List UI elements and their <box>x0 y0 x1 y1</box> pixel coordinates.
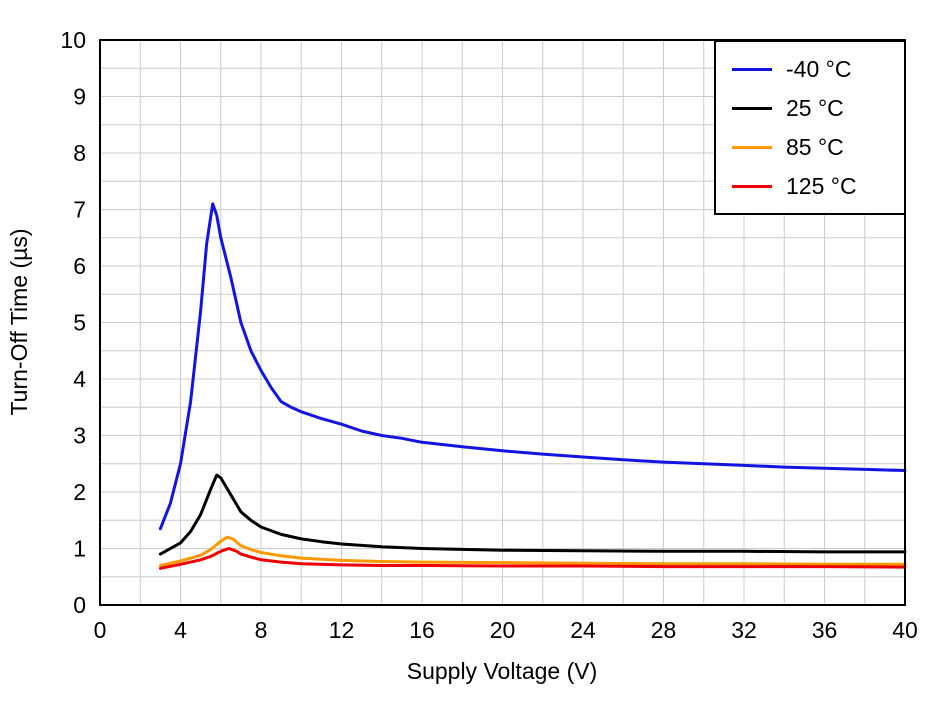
y-tick-label: 10 <box>60 27 86 53</box>
x-tick-label: 4 <box>174 617 187 643</box>
y-tick-label: 9 <box>73 84 86 110</box>
legend-line-swatch <box>732 184 772 188</box>
y-tick-label: 8 <box>73 140 86 166</box>
x-axis-label: Supply Voltage (V) <box>407 658 598 684</box>
y-tick-label: 7 <box>73 197 86 223</box>
legend-line-swatch <box>732 145 772 149</box>
legend-line-swatch <box>732 106 772 110</box>
y-tick-label: 2 <box>73 479 86 505</box>
legend-label: 25 °C <box>786 94 844 121</box>
series-line-25C <box>158 473 907 556</box>
series-layer <box>158 202 907 570</box>
series-line-85C <box>158 535 907 567</box>
x-tick-label: 28 <box>651 617 677 643</box>
legend: -40 °C 25 °C 85 °C 125 °C <box>714 40 906 215</box>
legend-line-swatch <box>732 67 772 71</box>
legend-item-125C: 125 °C <box>732 171 886 201</box>
plot-border <box>99 39 906 606</box>
x-tick-label: 16 <box>409 617 435 643</box>
legend-item-25C: 25 °C <box>732 93 886 123</box>
x-tick-label: 36 <box>812 617 838 643</box>
y-axis-label: Turn-Off Time (µs) <box>6 228 32 415</box>
y-tick-label: 3 <box>73 423 86 449</box>
legend-item-minus40C: -40 °C <box>732 54 886 84</box>
legend-label: 85 °C <box>786 133 844 160</box>
x-tick-label: 12 <box>329 617 355 643</box>
legend-label: -40 °C <box>786 55 852 82</box>
x-tick-label: 8 <box>255 617 268 643</box>
y-tick-label: 5 <box>73 310 86 336</box>
x-tick-label: 40 <box>892 617 918 643</box>
y-tick-label: 0 <box>73 592 86 618</box>
x-tick-label: 32 <box>731 617 757 643</box>
x-tick-label: 20 <box>490 617 516 643</box>
y-tick-label: 1 <box>73 536 86 562</box>
y-tick-label: 6 <box>73 253 86 279</box>
series-line-minus40C <box>158 202 907 531</box>
x-tick-label: 24 <box>570 617 596 643</box>
legend-item-85C: 85 °C <box>732 132 886 162</box>
x-tick-label: 0 <box>94 617 107 643</box>
series-line-125C <box>158 547 907 570</box>
y-tick-label: 4 <box>73 366 86 392</box>
legend-label: 125 °C <box>786 172 857 199</box>
